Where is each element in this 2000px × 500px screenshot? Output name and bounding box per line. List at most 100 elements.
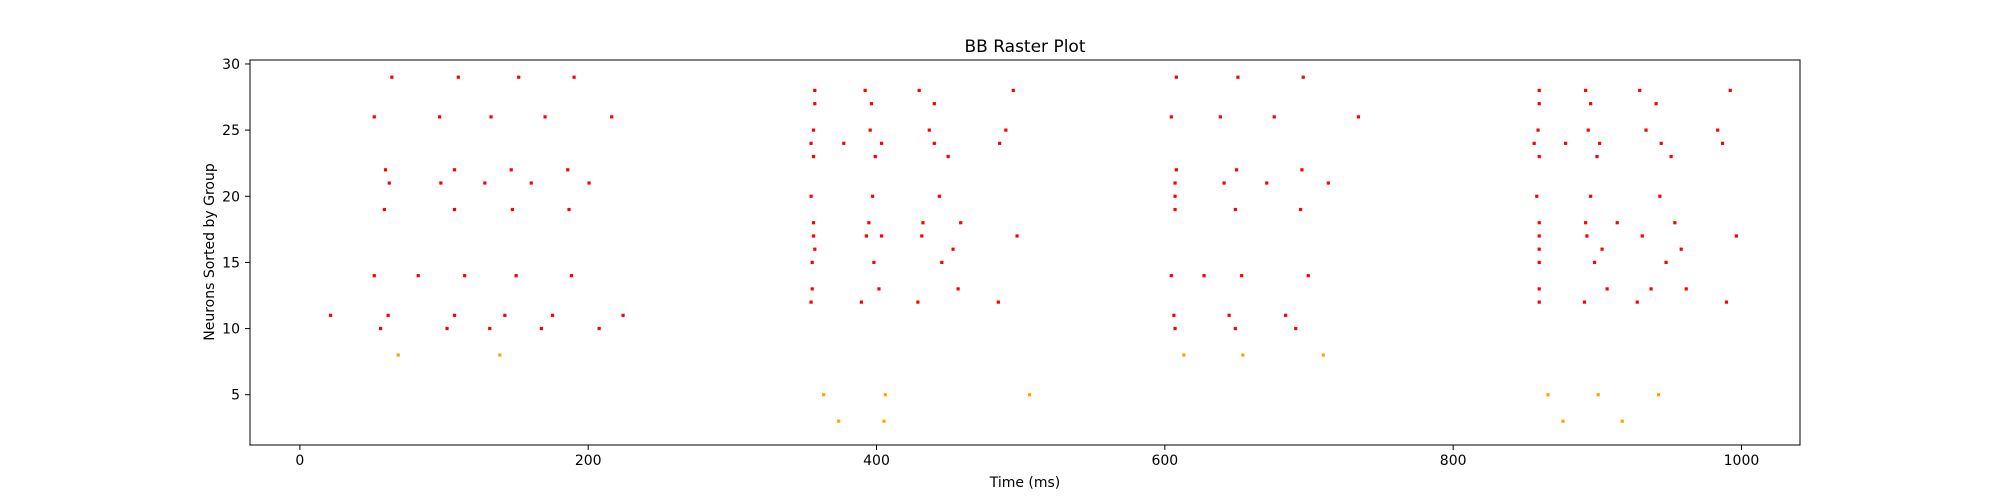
spike-point [1537,287,1541,291]
spike-point [1227,313,1231,317]
spike-point [1673,221,1677,225]
spike-point [1669,154,1673,159]
spike-point [877,287,881,291]
y-axis-label: Neurons Sorted by Group [202,163,218,341]
spike-point [1356,115,1361,119]
spike-point [1536,128,1540,132]
spike-point [1589,102,1593,106]
spike-point [1235,168,1239,172]
spike-points [328,75,1739,423]
spike-point [1589,194,1593,198]
spike-point [917,88,921,93]
spike-point [1728,88,1732,93]
spike-point [1537,154,1541,159]
chart-title: BB Raster Plot [964,37,1085,57]
spike-point [1537,300,1541,304]
spike-point [382,207,386,212]
x-tick-label: 1000 [1724,453,1760,469]
spike-point [871,194,875,198]
spike-point [483,181,487,185]
spike-point [1605,287,1609,291]
spike-point [396,353,400,357]
spike-point [1233,326,1237,331]
spike-point [1174,168,1178,172]
spike-point [488,326,492,331]
spike-point [1635,300,1639,304]
spike-point [1649,287,1653,291]
spike-point [456,75,460,79]
spike-point [1563,141,1568,145]
spike-point [514,274,518,278]
spike-point [842,141,846,145]
spike-point [864,234,869,238]
spike-point [1218,115,1222,119]
spike-point [932,141,936,145]
spike-point [1284,313,1288,317]
spike-point [498,353,502,357]
spike-point [1174,75,1178,79]
spike-point [383,168,388,172]
spike-point [872,260,876,265]
spike-point [873,154,877,159]
spike-point [543,115,547,119]
spike-point [1658,194,1662,198]
y-tick-label: 5 [231,388,240,404]
x-tick-label: 800 [1440,453,1467,469]
spike-point [868,128,872,132]
spike-point [813,88,817,93]
spike-point [1028,393,1032,397]
spike-point [810,260,814,265]
spike-point [1011,88,1015,93]
spike-point [1306,274,1310,278]
spike-point [509,168,513,172]
spike-point [1582,300,1587,304]
spike-point [1654,102,1658,106]
x-tick-label: 0 [295,453,304,469]
spike-point [1584,221,1588,225]
spike-point [1659,141,1663,145]
spike-point [1236,75,1240,79]
spike-point [539,326,543,331]
spike-point [920,234,924,238]
spike-point [940,260,944,265]
spike-point [811,221,816,225]
spike-point [1172,313,1176,317]
spike-point [956,287,960,291]
spike-point [1299,207,1303,212]
spike-point [510,207,514,212]
spike-point [1241,353,1245,357]
spike-point [1537,102,1541,106]
spike-point [1173,207,1177,212]
spike-point [813,247,817,251]
spike-point [529,181,533,185]
spike-point [859,300,863,304]
spike-point [1720,141,1725,145]
spike-point [1173,181,1177,185]
spike-point [621,313,625,317]
spike-point [882,419,886,423]
spike-point [503,313,507,317]
spike-point [1300,168,1304,172]
spike-point [1015,234,1019,238]
spike-point [416,274,420,278]
spike-point [1169,115,1173,119]
spike-point [809,194,813,198]
spike-point [1321,353,1325,357]
spike-point [1240,274,1244,278]
spike-point [1537,247,1541,251]
spike-point [1724,300,1729,304]
spike-point [811,128,816,132]
spike-point [1592,260,1597,265]
x-axis-ticks: 0 200 400 600 800 1000 [295,445,1759,469]
x-tick-label: 200 [575,453,602,469]
spike-point [879,141,884,145]
spike-point [1620,419,1624,423]
spike-point [959,221,963,225]
spike-point [379,326,383,331]
x-axis-label: Time (ms) [989,475,1061,491]
spike-point [921,221,925,225]
spike-point [572,75,576,79]
spike-point [946,154,950,159]
y-axis-ticks: 5 10 15 20 25 30 [222,57,250,404]
